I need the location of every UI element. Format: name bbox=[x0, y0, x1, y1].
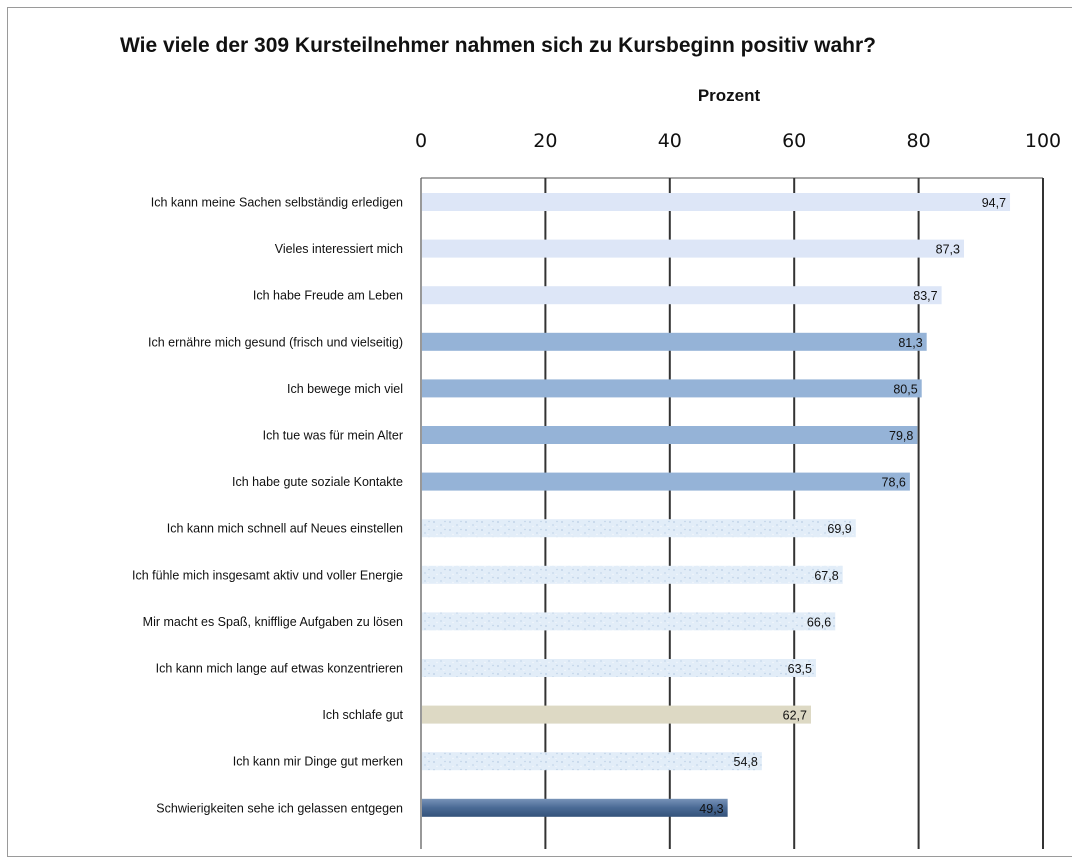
data-label-7: 78,6 bbox=[882, 476, 906, 490]
data-label-2: 87,3 bbox=[936, 243, 960, 257]
bar-13 bbox=[422, 752, 762, 771]
category-label-13: Ich kann mir Dinge gut merken bbox=[233, 755, 403, 769]
data-label-5: 80,5 bbox=[893, 382, 917, 396]
category-label-7: Ich habe gute soziale Kontakte bbox=[232, 475, 403, 489]
category-label-6: Ich tue was für mein Alter bbox=[263, 429, 403, 443]
x-axis-title: Prozent bbox=[698, 86, 761, 105]
category-label-2: Vieles interessiert mich bbox=[275, 242, 403, 256]
category-label-10: Mir macht es Spaß, knifflige Aufgaben zu… bbox=[143, 615, 403, 629]
bar-14 bbox=[422, 798, 728, 817]
bar-1 bbox=[422, 193, 1011, 211]
category-label-11: Ich kann mich lange auf etwas konzentrie… bbox=[156, 662, 403, 676]
bar-8 bbox=[422, 519, 856, 538]
bar-6 bbox=[422, 426, 918, 444]
data-label-3: 83,7 bbox=[913, 289, 937, 303]
x-tick-label-0: 0 bbox=[415, 130, 427, 152]
bar-11 bbox=[422, 659, 816, 677]
category-label-9: Ich fühle mich insgesamt aktiv und volle… bbox=[132, 568, 403, 582]
data-label-11: 63,5 bbox=[788, 662, 812, 676]
bar-12 bbox=[422, 705, 811, 724]
data-label-12: 62,7 bbox=[783, 709, 807, 723]
grid-layer bbox=[420, 177, 1044, 849]
bar-4 bbox=[422, 332, 927, 351]
category-label-14: Schwierigkeiten sehe ich gelassen entgeg… bbox=[156, 801, 403, 815]
data-label-13: 54,8 bbox=[734, 755, 758, 769]
category-label-3: Ich habe Freude am Leben bbox=[253, 289, 403, 303]
x-tick-label-40: 40 bbox=[658, 130, 682, 152]
x-tick-label-100: 100 bbox=[1025, 130, 1061, 152]
x-tick-label-80: 80 bbox=[907, 130, 931, 152]
data-label-14: 49,3 bbox=[699, 802, 723, 816]
category-label-8: Ich kann mich schnell auf Neues einstell… bbox=[167, 522, 403, 536]
bar-10 bbox=[422, 612, 836, 631]
category-label-12: Ich schlafe gut bbox=[322, 708, 403, 722]
bar-2 bbox=[422, 239, 965, 258]
data-label-6: 79,8 bbox=[889, 429, 913, 443]
bar-9 bbox=[422, 565, 843, 584]
data-label-4: 81,3 bbox=[898, 336, 922, 350]
data-label-10: 66,6 bbox=[807, 615, 831, 629]
bar-5 bbox=[422, 379, 922, 398]
data-label-9: 67,8 bbox=[814, 569, 838, 583]
category-label-5: Ich bewege mich viel bbox=[287, 382, 403, 396]
bar-layer bbox=[422, 193, 1011, 817]
chart-title: Wie viele der 309 Kursteilnehmer nahmen … bbox=[120, 34, 876, 57]
data-label-1: 94,7 bbox=[982, 196, 1006, 210]
bar-3 bbox=[422, 286, 942, 305]
bar-7 bbox=[422, 472, 910, 491]
data-label-8: 69,9 bbox=[827, 522, 851, 536]
label-layer: 0 20 40 60 80 100 Ich kann meine Sachen selbst… bbox=[132, 130, 1061, 816]
category-label-1: Ich kann meine Sachen selbständig erledi… bbox=[151, 196, 403, 210]
x-tick-label-20: 20 bbox=[533, 130, 557, 152]
x-tick-label-60: 60 bbox=[782, 130, 806, 152]
category-label-4: Ich ernähre mich gesund (frisch und viel… bbox=[148, 335, 403, 349]
